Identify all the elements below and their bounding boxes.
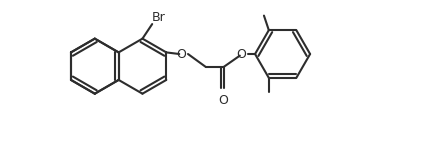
Text: O: O (219, 94, 229, 107)
Text: Br: Br (152, 11, 166, 24)
Text: O: O (236, 48, 246, 60)
Text: O: O (176, 48, 186, 60)
